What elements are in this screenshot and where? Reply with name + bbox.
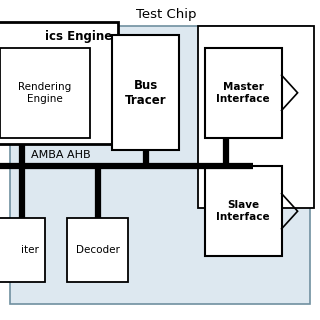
Text: iter: iter — [20, 244, 38, 255]
Text: Slave
Interface: Slave Interface — [216, 200, 270, 222]
Bar — [10, 26, 310, 304]
Text: Decoder: Decoder — [76, 244, 120, 255]
Text: Rendering
Engine: Rendering Engine — [18, 82, 71, 104]
Bar — [0, 22, 118, 144]
Text: Test Chip: Test Chip — [136, 8, 197, 21]
Bar — [198, 26, 314, 208]
Bar — [0, 48, 90, 138]
Bar — [67, 218, 128, 282]
Bar — [205, 48, 282, 138]
Bar — [0, 218, 45, 282]
Text: Master
Interface: Master Interface — [216, 82, 270, 104]
Bar — [112, 35, 179, 150]
Text: ics Engine: ics Engine — [45, 30, 112, 43]
Text: Bus
Tracer: Bus Tracer — [125, 79, 166, 107]
Bar — [205, 166, 282, 256]
Text: AMBA AHB: AMBA AHB — [31, 150, 91, 160]
